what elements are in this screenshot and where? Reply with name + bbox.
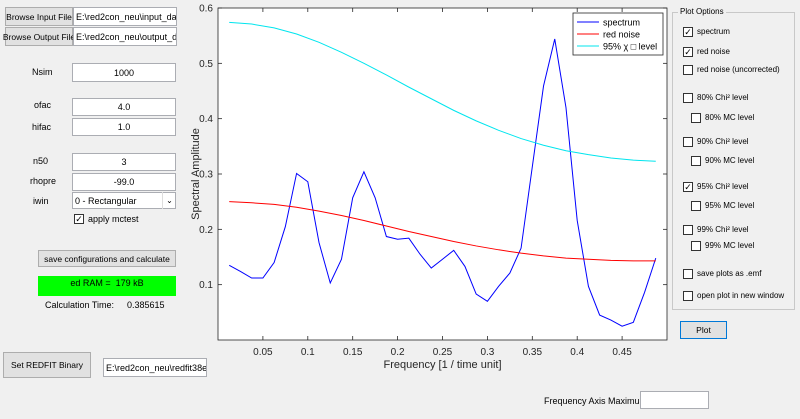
calc-time-value: 0.385615: [127, 300, 165, 310]
x-tick-label: 0.05: [253, 347, 273, 358]
checkbox[interactable]: [691, 113, 701, 123]
checkbox[interactable]: [683, 93, 693, 103]
checkbox-label: 90% Chi² level: [697, 137, 749, 146]
browse-input-button[interactable]: Browse Input File: [5, 7, 73, 26]
x-axis-label: Frequency [1 / time unit]: [384, 359, 502, 371]
param-field[interactable]: 3: [72, 153, 176, 171]
binary-path-field[interactable]: E:\red2con_neu\redfit38e.exe: [103, 358, 207, 377]
x-tick-label: 0.25: [433, 347, 453, 358]
x-tick-label: 0.45: [612, 347, 632, 358]
set-binary-button[interactable]: Set REDFIT Binary: [3, 352, 91, 378]
y-tick-label: 0.1: [199, 280, 213, 291]
output-path-field[interactable]: E:\red2con_neu\output_data.tx: [73, 27, 177, 46]
checkbox-label: 90% MC level: [705, 156, 755, 165]
x-tick-label: 0.3: [480, 347, 494, 358]
checkbox[interactable]: [683, 182, 693, 192]
param-field[interactable]: 1.0: [72, 118, 176, 136]
param-label: ofac: [34, 100, 52, 110]
plot-area: [217, 7, 668, 341]
checkbox[interactable]: [691, 156, 701, 166]
param-label: n50: [33, 156, 49, 166]
param-field[interactable]: 4.0: [72, 98, 176, 116]
checkbox-label: spectrum: [697, 27, 730, 36]
param-label: iwin: [33, 196, 49, 206]
param-label: rhopre: [30, 176, 57, 186]
input-path-field[interactable]: E:\red2con_neu\input_data.txt: [73, 7, 177, 26]
checkbox[interactable]: [74, 214, 84, 224]
legend-label: spectrum: [603, 18, 640, 28]
legend-label: red noise: [603, 30, 640, 40]
checkbox-label: open plot in new window: [697, 291, 785, 300]
calc-time-label: Calculation Time:: [45, 300, 115, 310]
y-tick-label: 0.2: [199, 225, 213, 236]
x-tick-label: 0.1: [301, 347, 315, 358]
checkbox-label: red noise (uncorrected): [697, 65, 780, 74]
checkbox-label: 99% Chi² level: [697, 225, 749, 234]
legend-label: 95% χ □ level: [603, 42, 657, 52]
series-line: [229, 21, 656, 162]
status-box: ed RAM = 179 kB: [38, 276, 176, 296]
y-tick-label: 0.4: [199, 114, 213, 125]
y-tick-label: 0.6: [199, 4, 213, 15]
checkbox-label: 99% MC level: [705, 241, 755, 250]
checkbox[interactable]: [691, 201, 701, 211]
checkbox[interactable]: [683, 65, 693, 75]
y-axis-label: Spectral Amplitude: [190, 128, 202, 220]
checkbox-label: red noise: [697, 47, 730, 56]
param-field[interactable]: 1000: [72, 63, 176, 82]
x-tick-label: 0.4: [570, 347, 584, 358]
series-line: [229, 201, 656, 262]
x-tick-label: 0.15: [343, 347, 363, 358]
param-field[interactable]: -99.0: [72, 173, 176, 191]
y-tick-label: 0.5: [199, 59, 213, 70]
plot-button[interactable]: Plot: [680, 321, 727, 339]
series-line: [228, 38, 657, 327]
checkbox-label: 80% Chi² level: [697, 93, 749, 102]
browse-output-button[interactable]: Browse Output File: [3, 27, 75, 46]
x-tick-label: 0.2: [391, 347, 405, 358]
save-calc-button[interactable]: save configurations and calculate: [38, 250, 176, 267]
group-title: Plot Options: [678, 7, 726, 16]
checkbox[interactable]: [683, 47, 693, 57]
param-label: Nsim: [32, 67, 53, 77]
checkbox[interactable]: [683, 225, 693, 235]
checkbox[interactable]: [683, 27, 693, 37]
checkbox[interactable]: [691, 241, 701, 251]
checkbox[interactable]: [683, 137, 693, 147]
dropdown-arrow[interactable]: ⌄: [162, 192, 176, 209]
checkbox-label: 95% MC level: [705, 201, 755, 210]
checkbox[interactable]: [683, 291, 693, 301]
x-tick-label: 0.35: [523, 347, 543, 358]
checkbox-label: apply mctest: [88, 214, 139, 224]
param-label: hifac: [32, 122, 52, 132]
chart: 0.05 0.1 0.15 0.2 0.25 0.3 0.35 0.4 0.45 0.1 0.2 0.…: [190, 4, 668, 371]
plot-options-group: [672, 12, 795, 310]
y-tick-label: 0.3: [199, 170, 213, 181]
checkbox-label: 95% Chi² level: [697, 182, 749, 191]
checkbox-label: 80% MC level: [705, 113, 755, 122]
freq-max-field[interactable]: [640, 391, 709, 409]
window-select[interactable]: 0 - Rectangular: [72, 192, 176, 209]
checkbox[interactable]: [683, 269, 693, 279]
freq-max-label: Frequency Axis Maximum:: [544, 396, 650, 406]
checkbox-label: save plots as .emf: [697, 269, 762, 278]
